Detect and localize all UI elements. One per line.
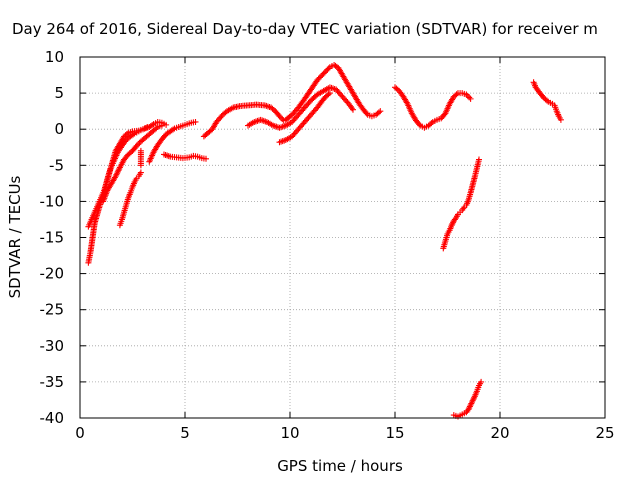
x-tick-label: 0 xyxy=(75,424,85,442)
chart-title: Day 264 of 2016, Sidereal Day-to-day VTE… xyxy=(12,20,598,38)
data-point xyxy=(469,397,476,404)
data-point xyxy=(449,220,456,227)
data-point xyxy=(325,65,332,72)
data-point xyxy=(113,171,120,178)
x-tick-label: 20 xyxy=(490,424,509,442)
data-point xyxy=(149,122,156,129)
x-tick-label: 25 xyxy=(595,424,614,442)
series-4 xyxy=(137,147,144,169)
series-6 xyxy=(161,151,209,162)
data-point xyxy=(467,402,474,409)
y-tick-label: -30 xyxy=(40,337,65,355)
data-point xyxy=(403,99,410,106)
y-tick-label: -10 xyxy=(40,192,65,210)
x-tick-label: 5 xyxy=(180,424,190,442)
y-tick-label: -5 xyxy=(49,156,64,174)
y-tick-label: -25 xyxy=(40,301,65,319)
data-point xyxy=(130,131,137,138)
series-9 xyxy=(276,90,333,146)
data-point xyxy=(451,216,458,223)
y-tick-label: -35 xyxy=(40,373,65,391)
data-point xyxy=(203,155,209,162)
data-point xyxy=(326,90,333,97)
data-point xyxy=(136,139,143,146)
data-point xyxy=(478,378,485,385)
data-point xyxy=(465,406,472,413)
x-axis-label: GPS time / hours xyxy=(277,457,403,475)
data-point xyxy=(466,404,473,411)
data-point xyxy=(218,113,225,120)
series-8 xyxy=(245,84,356,131)
data-point xyxy=(114,170,121,177)
x-tick-label: 10 xyxy=(280,424,299,442)
data-point xyxy=(325,91,332,98)
data-point xyxy=(137,169,144,176)
data-point xyxy=(375,109,382,116)
data-point xyxy=(133,142,140,149)
data-point xyxy=(469,399,475,406)
data-point xyxy=(170,126,177,133)
data-point xyxy=(277,114,284,121)
y-tick-label: 0 xyxy=(54,120,64,138)
y-tick-label: -20 xyxy=(40,265,65,283)
data-point xyxy=(416,121,423,128)
series-12 xyxy=(440,156,482,252)
data-point xyxy=(468,400,475,407)
y-tick-label: 10 xyxy=(45,48,64,66)
data-point xyxy=(463,91,470,98)
data-point xyxy=(163,121,170,128)
data-point xyxy=(137,162,144,169)
series-13 xyxy=(450,378,485,420)
data-series xyxy=(85,61,564,420)
data-point xyxy=(348,105,355,112)
series-14 xyxy=(530,79,564,123)
data-point xyxy=(115,167,122,174)
axis-ticks: 0 5 10 15 20 25 10 5 0 -5 -10 -15 -20 -25 -30 -35 -40 xyxy=(40,48,615,442)
data-point xyxy=(363,110,370,117)
y-tick-label: 5 xyxy=(54,84,64,102)
data-point xyxy=(467,95,474,102)
data-point xyxy=(453,91,460,98)
data-point xyxy=(123,131,130,138)
data-point xyxy=(158,122,165,129)
data-point xyxy=(153,125,160,132)
data-point xyxy=(543,97,550,104)
x-tick-label: 15 xyxy=(385,424,404,442)
series-11 xyxy=(392,84,474,131)
data-point xyxy=(464,92,471,99)
data-point xyxy=(350,106,356,113)
data-point xyxy=(466,403,473,410)
data-point xyxy=(144,124,151,131)
data-point xyxy=(114,168,121,175)
y-tick-label: -15 xyxy=(40,229,65,247)
data-point xyxy=(476,156,482,163)
data-point xyxy=(276,113,283,120)
data-point xyxy=(135,141,142,148)
data-point xyxy=(557,116,564,123)
data-point xyxy=(428,120,435,127)
series-3 xyxy=(116,169,144,229)
data-point xyxy=(116,165,123,172)
data-point xyxy=(460,205,467,212)
series-10 xyxy=(282,61,384,123)
y-axis-label: SDTVAR / TECUs xyxy=(6,175,24,298)
data-point xyxy=(192,118,199,125)
data-point xyxy=(448,222,455,229)
data-point xyxy=(112,173,119,180)
series-5 xyxy=(146,118,199,165)
data-point xyxy=(377,108,384,115)
data-point xyxy=(466,94,473,101)
grid xyxy=(80,57,605,418)
data-point xyxy=(471,394,478,401)
series-2 xyxy=(100,122,165,205)
series-7 xyxy=(200,101,287,140)
data-point xyxy=(470,396,477,403)
y-tick-label: -40 xyxy=(40,409,65,427)
